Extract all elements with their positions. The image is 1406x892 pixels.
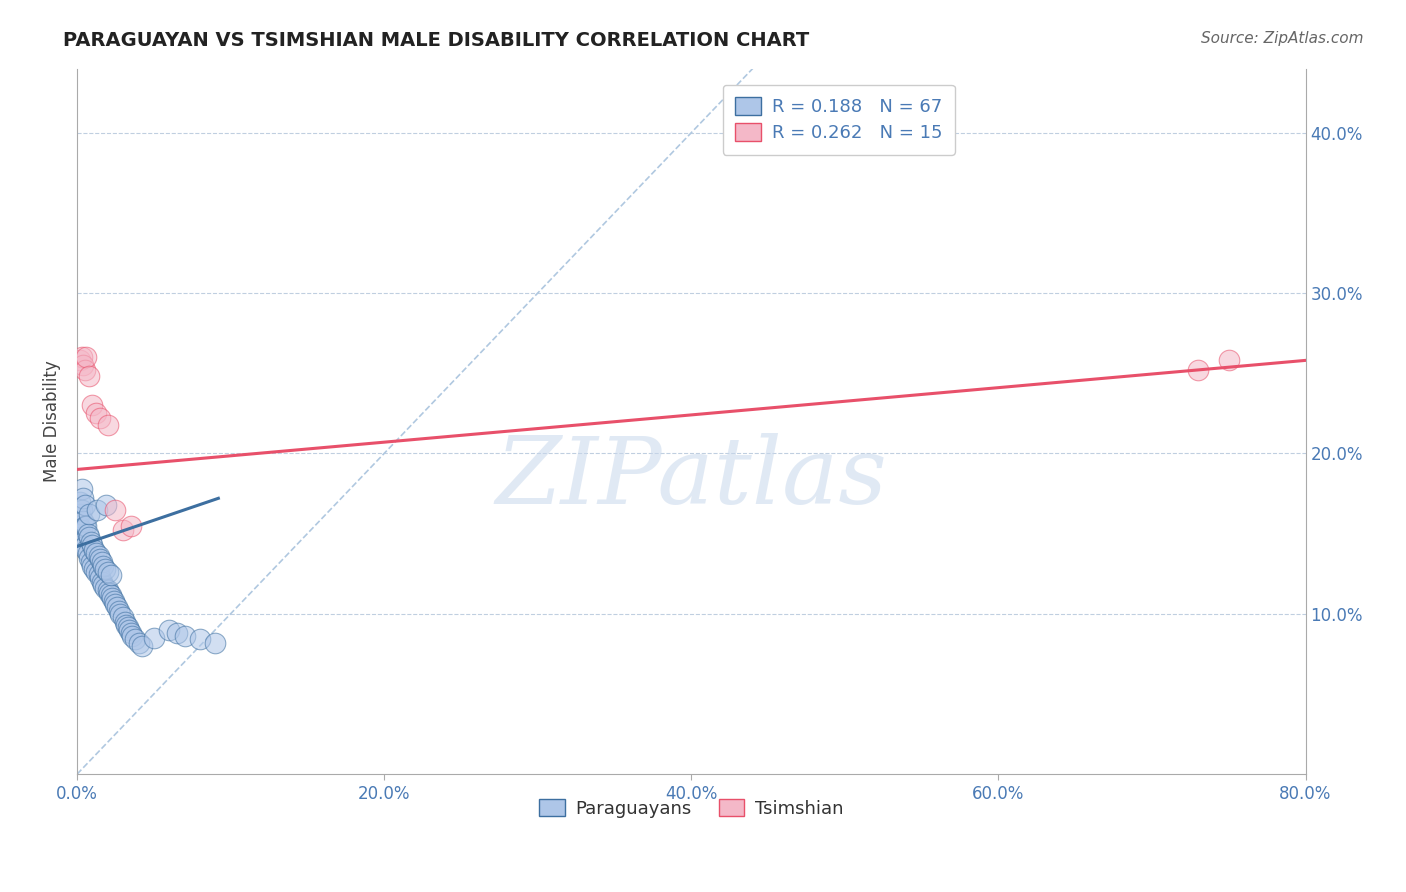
Point — [97, 565, 120, 579]
Point — [79, 369, 101, 384]
Point — [84, 406, 107, 420]
Point — [69, 494, 91, 508]
Point — [69, 353, 91, 368]
Text: Source: ZipAtlas.com: Source: ZipAtlas.com — [1201, 31, 1364, 46]
Point — [114, 615, 136, 629]
Point — [76, 546, 98, 560]
Point — [73, 363, 96, 377]
Point — [70, 350, 93, 364]
Point — [75, 518, 97, 533]
Point — [72, 358, 94, 372]
Point — [82, 538, 104, 552]
Point — [91, 578, 114, 592]
Legend: Paraguayans, Tsimshian: Paraguayans, Tsimshian — [531, 792, 851, 825]
Text: ZIPatlas: ZIPatlas — [495, 433, 887, 523]
Point — [90, 556, 112, 570]
Point — [128, 635, 150, 649]
Point — [204, 635, 226, 649]
Point — [104, 597, 127, 611]
Point — [86, 502, 108, 516]
Point — [103, 594, 125, 608]
Point — [75, 350, 97, 364]
Point — [70, 482, 93, 496]
Point — [76, 526, 98, 541]
Point — [73, 518, 96, 533]
Point — [115, 618, 138, 632]
Point — [89, 572, 111, 586]
Point — [117, 619, 139, 633]
Point — [173, 629, 195, 643]
Point — [100, 587, 122, 601]
Point — [121, 629, 143, 643]
Point — [83, 542, 105, 557]
Point — [112, 524, 135, 538]
Point — [83, 562, 105, 576]
Point — [112, 610, 135, 624]
Point — [72, 514, 94, 528]
Point — [107, 603, 129, 617]
Point — [87, 549, 110, 563]
Point — [72, 491, 94, 506]
Point — [72, 534, 94, 549]
Point — [84, 565, 107, 579]
Point — [93, 562, 115, 576]
Point — [166, 626, 188, 640]
Point — [120, 518, 142, 533]
Point — [142, 631, 165, 645]
Point — [82, 398, 104, 412]
Point — [70, 524, 93, 538]
Point — [80, 534, 103, 549]
Point — [91, 558, 114, 573]
Point — [89, 411, 111, 425]
Point — [96, 498, 118, 512]
Point — [67, 518, 90, 533]
Point — [87, 566, 110, 581]
Point — [105, 600, 128, 615]
Point — [124, 632, 146, 647]
Point — [75, 542, 97, 557]
Point — [79, 530, 101, 544]
Point — [1218, 353, 1240, 368]
Point — [97, 582, 120, 597]
Point — [100, 568, 122, 582]
Point — [157, 623, 180, 637]
Point — [84, 546, 107, 560]
Point — [82, 558, 104, 573]
Point — [120, 626, 142, 640]
Point — [69, 530, 91, 544]
Point — [118, 623, 141, 637]
Point — [70, 502, 93, 516]
Point — [69, 508, 91, 522]
Point — [79, 508, 101, 522]
Point — [104, 502, 127, 516]
Point — [80, 556, 103, 570]
Point — [79, 550, 101, 565]
Point — [90, 574, 112, 589]
Point — [131, 639, 153, 653]
Point — [101, 591, 124, 605]
Text: PARAGUAYAN VS TSIMSHIAN MALE DISABILITY CORRELATION CHART: PARAGUAYAN VS TSIMSHIAN MALE DISABILITY … — [63, 31, 810, 50]
Point — [108, 607, 131, 621]
Point — [1187, 363, 1209, 377]
Point — [97, 417, 120, 432]
Point — [73, 540, 96, 554]
Point — [89, 552, 111, 566]
Point — [98, 586, 121, 600]
Point — [188, 632, 211, 647]
Point — [93, 581, 115, 595]
Y-axis label: Male Disability: Male Disability — [44, 360, 60, 483]
Point — [73, 498, 96, 512]
